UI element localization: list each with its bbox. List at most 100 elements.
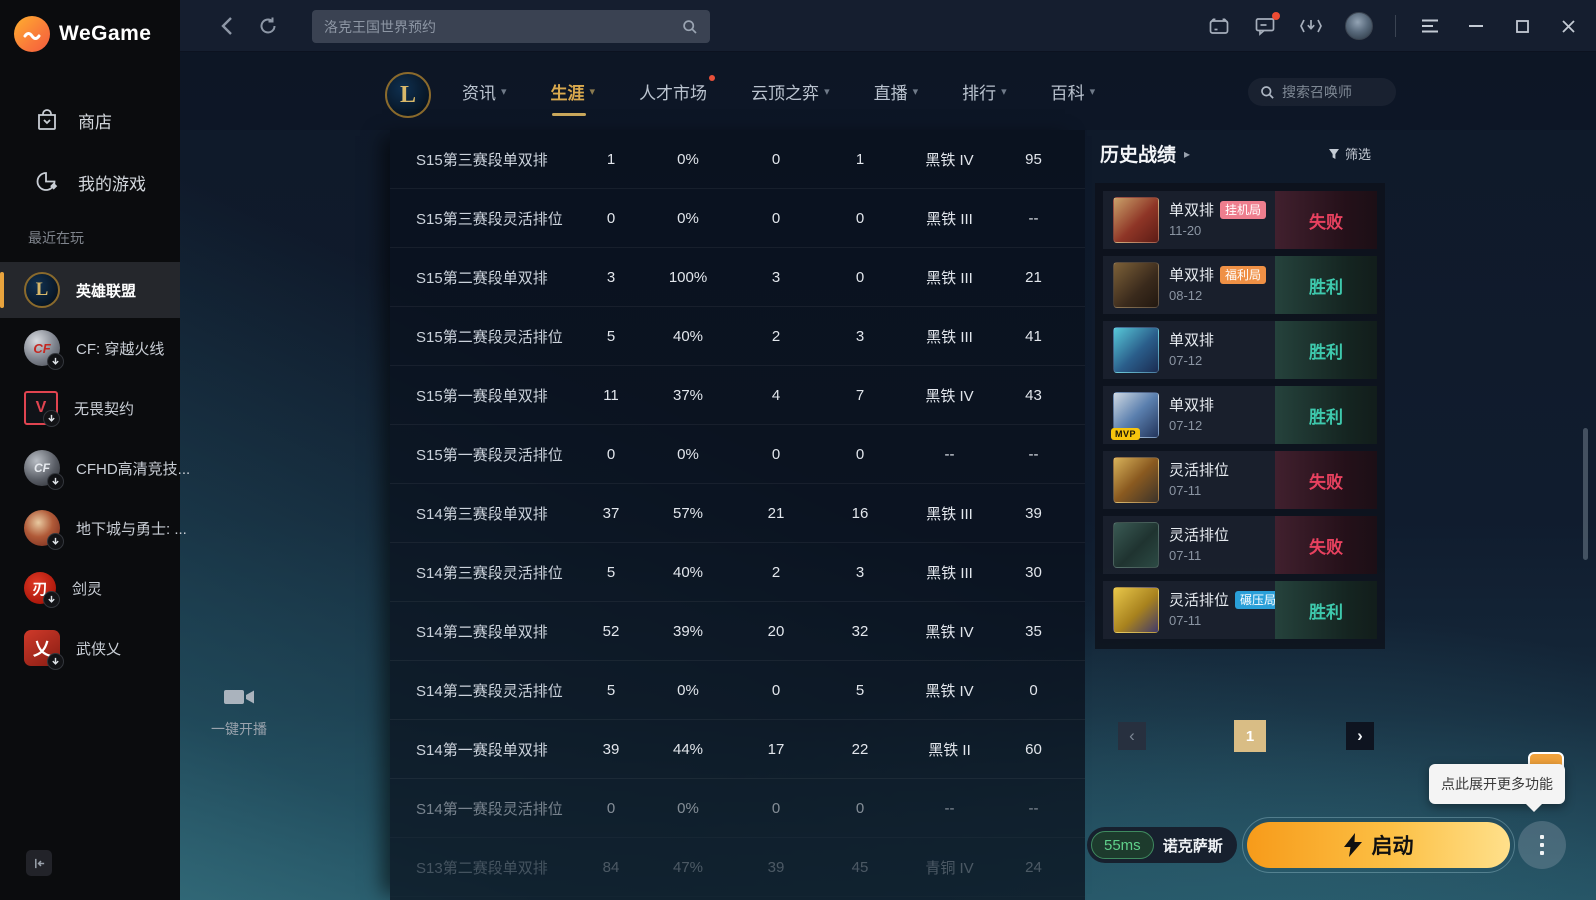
season-name-cell: S14第一赛段灵活排位 xyxy=(416,800,563,818)
table-row[interactable]: S14第一赛段单双排 39 44% 17 22 黑铁 II 60 xyxy=(390,720,1085,779)
lol-logo[interactable]: L xyxy=(385,72,431,118)
chevron-down-icon: ▾ xyxy=(1001,85,1007,98)
game-label: CF: 穿越火线 xyxy=(76,340,165,358)
table-row[interactable]: S15第一赛段灵活排位 0 0% 0 0 -- -- xyxy=(390,425,1085,484)
champion-avatar: MVP xyxy=(1113,262,1159,308)
match-queue-line: 单双排 福利局 xyxy=(1169,264,1267,285)
table-row[interactable]: S15第二赛段灵活排位 5 40% 2 3 黑铁 III 41 xyxy=(390,307,1085,366)
search-icon[interactable] xyxy=(682,19,698,35)
table-row[interactable]: S14第三赛段单双排 37 57% 21 16 黑铁 III 39 xyxy=(390,484,1085,543)
minimize-button[interactable] xyxy=(1464,14,1488,38)
rank-cell: 黑铁 III xyxy=(926,564,973,582)
refresh-button[interactable] xyxy=(256,14,280,38)
nav-tab[interactable]: 排行 ▾ xyxy=(962,73,1007,110)
download-arrow-icon xyxy=(52,477,59,485)
summoner-search-bar[interactable]: 搜索召唤师 xyxy=(1248,78,1396,106)
user-avatar[interactable] xyxy=(1345,12,1373,40)
pagination-prev-button[interactable]: ‹ xyxy=(1118,722,1146,750)
wins-cell: 2 xyxy=(771,327,781,345)
game-icon xyxy=(24,510,64,550)
table-row[interactable]: S15第一赛段单双排 11 37% 4 7 黑铁 IV 43 xyxy=(390,366,1085,425)
table-row[interactable]: S14第二赛段单双排 52 39% 20 32 黑铁 IV 35 xyxy=(390,602,1085,661)
launch-game-button[interactable]: 启动 xyxy=(1242,817,1515,873)
season-name-cell: S15第二赛段单双排 xyxy=(416,269,548,287)
game-label: 武侠乂 xyxy=(76,640,122,658)
losses-cell: 0 xyxy=(855,209,865,227)
champion-avatar: MVP xyxy=(1113,457,1159,503)
match-date: 07-11 xyxy=(1169,483,1202,498)
nav-tab[interactable]: 生涯 ▾ xyxy=(550,73,595,116)
close-button[interactable] xyxy=(1556,14,1580,38)
sidebar: WeGame 商店 我的游戏 最近在玩 L 英雄联盟 xyxy=(0,0,190,900)
page-scrollbar-thumb[interactable] xyxy=(1583,428,1588,560)
match-date: 07-11 xyxy=(1169,548,1202,563)
titlebar: 洛克王国世界预约 xyxy=(180,0,1596,52)
season-name-cell: S14第三赛段单双排 xyxy=(416,505,548,523)
games-cell: 52 xyxy=(602,622,620,640)
match-list: MVP 单双排 挂机局 11-20 失败 MVP xyxy=(1095,183,1385,649)
winrate-cell: 40% xyxy=(672,563,704,581)
table-row[interactable]: S14第一赛段灵活排位 0 0% 0 0 -- -- xyxy=(390,779,1085,838)
rank-cell: 黑铁 III xyxy=(926,210,973,228)
match-list-item[interactable]: MVP 单双排 07-12 胜利 xyxy=(1103,386,1377,444)
points-cell: -- xyxy=(1028,209,1039,227)
match-list-item[interactable]: MVP 灵活排位 碾压局 07-11 胜利 xyxy=(1103,581,1377,639)
nav-tab[interactable]: 资讯 ▾ xyxy=(462,73,507,110)
maximize-button[interactable] xyxy=(1510,14,1534,38)
sidebar-collapse-button[interactable] xyxy=(26,850,52,876)
table-row[interactable]: S15第二赛段单双排 3 100% 3 0 黑铁 III 21 xyxy=(390,248,1085,307)
winrate-cell: 44% xyxy=(672,740,704,758)
game-list-item[interactable]: 乂 武侠乂 xyxy=(0,618,180,678)
table-row[interactable]: S15第三赛段单双排 1 0% 0 1 黑铁 IV 95 xyxy=(390,130,1085,189)
game-list-item[interactable]: CF CF: 穿越火线 xyxy=(0,318,180,378)
sidebar-item-store[interactable]: 商店 xyxy=(0,98,180,142)
titlebar-divider xyxy=(1395,15,1396,37)
table-row[interactable]: S13第二赛段单双排 84 47% 39 45 青铜 IV 24 xyxy=(390,838,1085,897)
match-list-item[interactable]: MVP 灵活排位 07-11 失败 xyxy=(1103,451,1377,509)
back-button[interactable] xyxy=(214,14,238,38)
browser-search-bar[interactable]: 洛克王国世界预约 xyxy=(312,10,710,43)
match-list-item[interactable]: MVP 单双排 福利局 08-12 胜利 xyxy=(1103,256,1377,314)
more-options-button[interactable] xyxy=(1518,821,1566,869)
table-row[interactable]: S14第二赛段灵活排位 5 0% 0 5 黑铁 IV 0 xyxy=(390,661,1085,720)
pagination-next-button[interactable]: › xyxy=(1346,722,1374,750)
chevron-down-icon: ▾ xyxy=(912,85,919,98)
nav-tab[interactable]: 人才市场 ▾ xyxy=(639,73,716,110)
nav-tab-label: 生涯 xyxy=(550,83,585,103)
season-name-cell: S14第二赛段灵活排位 xyxy=(416,682,563,700)
rank-cell: 黑铁 III xyxy=(926,269,973,287)
filter-button[interactable]: 筛选 xyxy=(1328,144,1371,163)
game-list-item[interactable]: L 英雄联盟 xyxy=(0,262,180,318)
match-queue-line: 灵活排位 xyxy=(1169,459,1229,480)
match-list-item[interactable]: MVP 灵活排位 07-11 失败 xyxy=(1103,516,1377,574)
match-list-item[interactable]: MVP 单双排 07-12 胜利 xyxy=(1103,321,1377,379)
table-row[interactable]: S15第三赛段灵活排位 0 0% 0 0 黑铁 III -- xyxy=(390,189,1085,248)
game-list-item[interactable]: CF CFHD高清竞技... xyxy=(0,438,190,498)
my-games-label: 我的游戏 xyxy=(78,174,146,194)
download-arrow-icon xyxy=(52,657,59,665)
nav-tab[interactable]: 直播 ▾ xyxy=(874,73,919,110)
messages-button[interactable] xyxy=(1253,12,1280,38)
download-arrow-icon xyxy=(52,357,59,365)
sidebar-item-my-games[interactable]: 我的游戏 xyxy=(0,160,180,204)
game-list-item[interactable]: V 无畏契约 xyxy=(0,378,180,438)
winrate-cell: 40% xyxy=(672,327,704,345)
ping-server-pill[interactable]: 55ms 诺克萨斯 xyxy=(1087,827,1237,863)
rank-cell: 黑铁 IV xyxy=(925,623,974,641)
match-list-item[interactable]: MVP 单双排 挂机局 11-20 失败 xyxy=(1103,191,1377,249)
game-list-item[interactable]: 地下城与勇士: ... xyxy=(0,498,187,558)
rank-cell: -- xyxy=(944,799,955,817)
pagination-page-1[interactable]: 1 xyxy=(1234,720,1266,752)
match-history-title[interactable]: 历史战绩 xyxy=(1100,145,1177,166)
main-menu-button[interactable] xyxy=(1418,14,1442,38)
game-list-item[interactable]: 刃 剑灵 xyxy=(0,558,180,618)
one-click-stream-button[interactable]: 一键开播 xyxy=(194,686,284,739)
downloads-button[interactable] xyxy=(1299,14,1323,38)
nav-tab[interactable]: 百科 ▾ xyxy=(1051,73,1096,110)
nav-tab[interactable]: 云顶之弈 ▾ xyxy=(751,73,830,110)
table-row[interactable]: S14第三赛段灵活排位 5 40% 2 3 黑铁 III 30 xyxy=(390,543,1085,602)
back-chevron-icon xyxy=(220,17,232,35)
capture-button[interactable] xyxy=(1207,14,1231,38)
wegame-logo[interactable]: WeGame xyxy=(14,16,152,52)
game-icon-glyph: L xyxy=(35,279,49,300)
